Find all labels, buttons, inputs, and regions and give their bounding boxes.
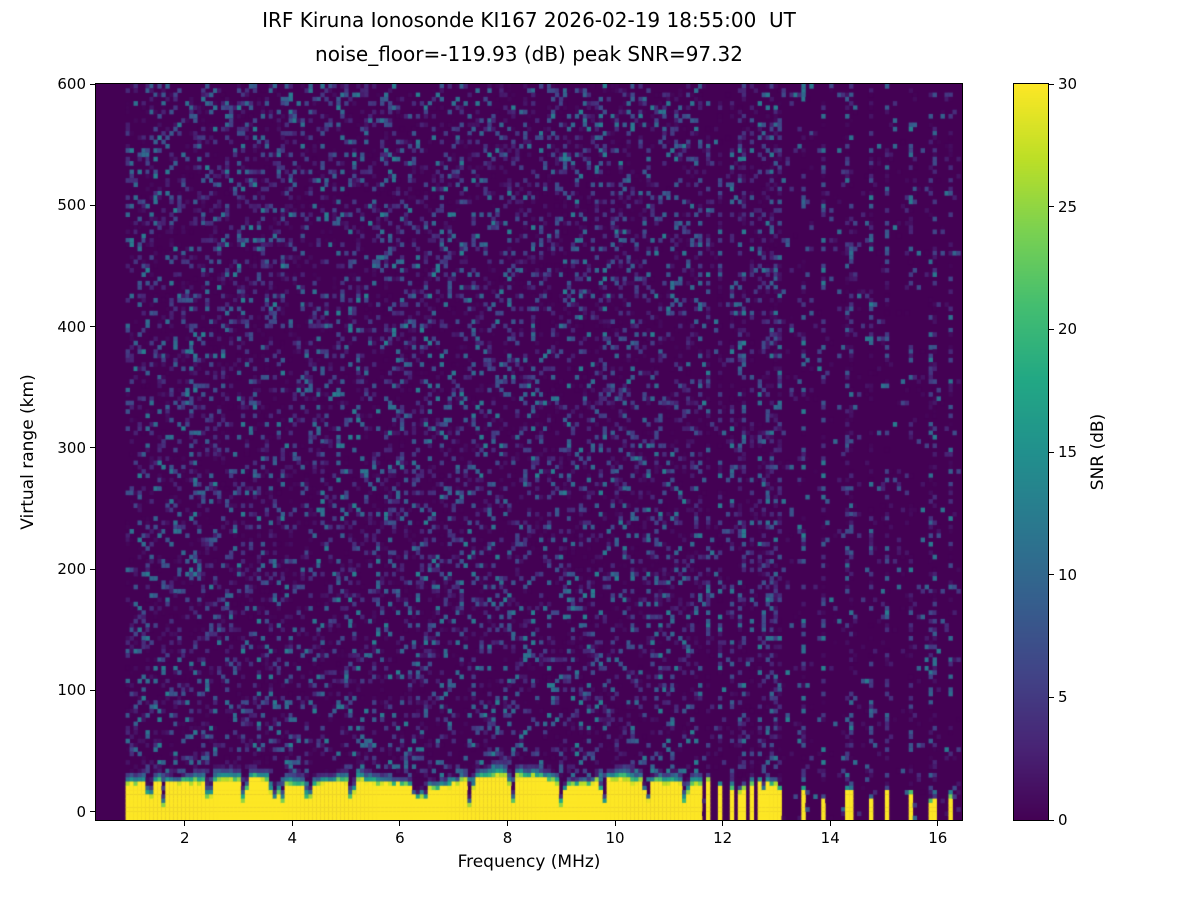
colorbar-tick-mark bbox=[1049, 328, 1054, 330]
y-tick-mark bbox=[90, 83, 95, 85]
colorbar bbox=[1013, 83, 1049, 821]
x-tick-mark bbox=[184, 821, 186, 826]
y-tick-label: 500 bbox=[57, 196, 86, 215]
colorbar-tick-mark bbox=[1049, 574, 1054, 576]
y-tick-mark bbox=[90, 204, 95, 206]
x-tick-mark bbox=[614, 821, 616, 826]
colorbar-tick-label: 30 bbox=[1058, 75, 1078, 93]
y-tick-label: 100 bbox=[57, 681, 86, 700]
x-tick-label: 12 bbox=[713, 829, 733, 847]
y-tick-mark bbox=[90, 568, 95, 570]
x-tick-mark bbox=[937, 821, 939, 826]
y-tick-mark bbox=[90, 326, 95, 327]
y-tick-label: 300 bbox=[57, 438, 86, 457]
colorbar-tick-label: 25 bbox=[1058, 197, 1078, 216]
x-tick-label: 16 bbox=[928, 829, 948, 847]
x-tick-mark bbox=[506, 821, 508, 826]
plot-frame bbox=[95, 83, 963, 821]
ionogram-heatmap bbox=[96, 84, 962, 820]
x-tick-mark bbox=[399, 821, 401, 826]
y-tick-mark bbox=[90, 811, 95, 812]
y-tick-mark bbox=[90, 447, 95, 449]
y-tick-mark bbox=[90, 689, 95, 691]
colorbar-tick-mark bbox=[1049, 83, 1054, 85]
y-tick-label: 400 bbox=[57, 317, 86, 336]
x-tick-label: 14 bbox=[820, 829, 840, 847]
colorbar-tick-label: 20 bbox=[1058, 320, 1078, 339]
x-tick-mark bbox=[829, 821, 831, 826]
colorbar-label: SNR (dB) bbox=[1088, 413, 1108, 491]
colorbar-tick-label: 0 bbox=[1058, 811, 1068, 829]
x-tick-mark bbox=[291, 821, 293, 826]
colorbar-gradient bbox=[1014, 84, 1048, 820]
y-tick-label: 600 bbox=[57, 75, 86, 93]
x-axis-label: Frequency (MHz) bbox=[457, 852, 601, 872]
x-tick-label: 10 bbox=[605, 829, 625, 847]
chart-title: IRF Kiruna Ionosonde KI167 2026-02-19 18… bbox=[262, 8, 796, 32]
colorbar-tick-label: 5 bbox=[1058, 688, 1068, 707]
x-tick-label: 2 bbox=[179, 829, 190, 847]
y-tick-label: 0 bbox=[76, 802, 86, 821]
colorbar-tick-mark bbox=[1049, 819, 1054, 821]
x-tick-mark bbox=[722, 821, 724, 826]
x-tick-label: 6 bbox=[395, 829, 405, 847]
colorbar-tick-label: 10 bbox=[1058, 565, 1078, 584]
colorbar-tick-mark bbox=[1049, 696, 1054, 698]
colorbar-tick-mark bbox=[1049, 206, 1054, 208]
x-tick-label: 4 bbox=[287, 829, 298, 847]
x-tick-label: 8 bbox=[502, 829, 513, 847]
chart-subtitle: noise_floor=-119.93 (dB) peak SNR=97.32 bbox=[315, 42, 743, 66]
colorbar-tick-label: 15 bbox=[1058, 443, 1078, 461]
colorbar-tick-mark bbox=[1049, 451, 1054, 453]
y-tick-label: 200 bbox=[57, 560, 86, 578]
